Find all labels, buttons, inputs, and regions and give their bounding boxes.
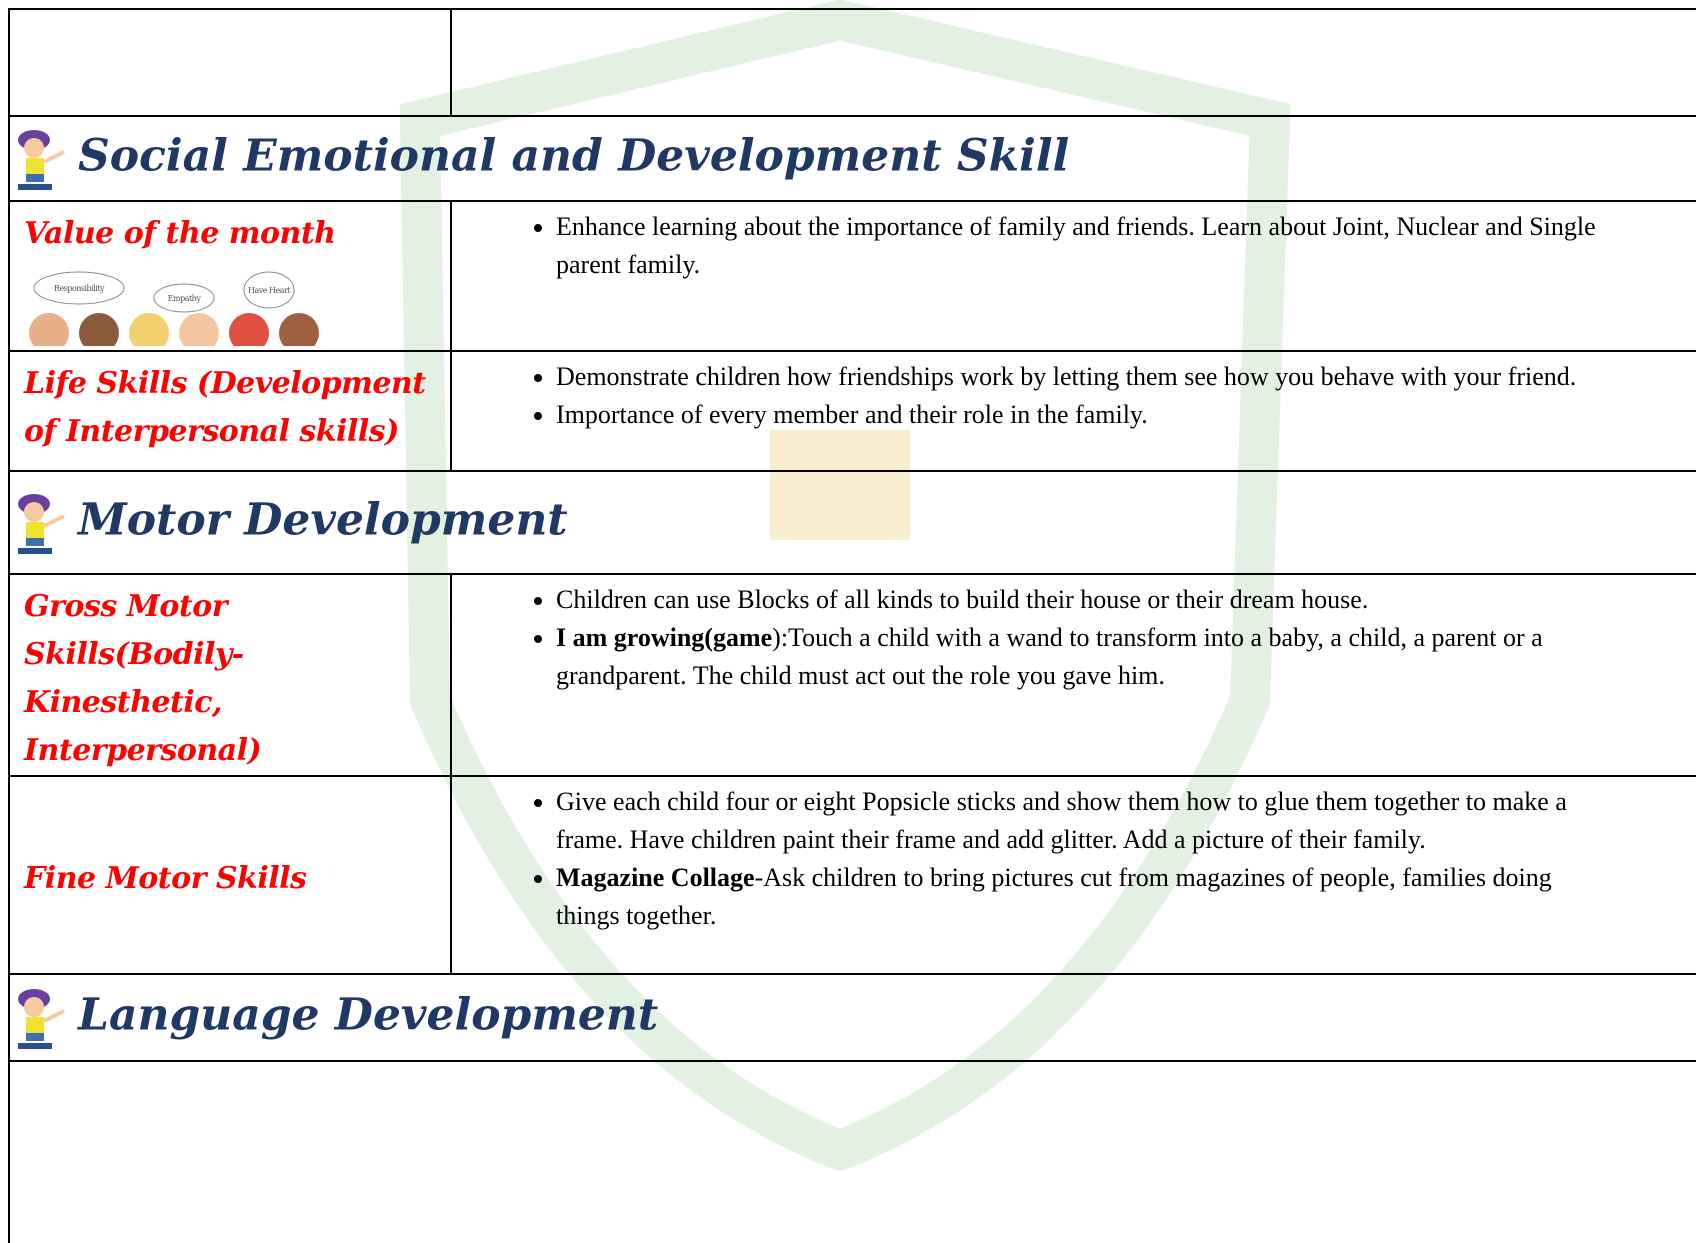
empty-row [8, 1060, 1696, 1243]
section-heading-cell: Language Development [8, 973, 1696, 1062]
section-row: Social Emotional and Development Skill [8, 115, 1696, 202]
bullet-item: Importance of every member and their rol… [556, 396, 1596, 434]
section-heading: Motor Development [78, 494, 568, 545]
bullet-text: Enhance learning about the importance of… [556, 212, 1596, 279]
bullet-item: I am growing(game):Touch a child with a … [556, 619, 1596, 695]
content-cell: Enhance learning about the importance of… [450, 200, 1696, 352]
bullet-text: Children can use Blocks of all kinds to … [556, 585, 1369, 614]
label-cell: Gross Motor Skills(Bodily-Kinesthetic, I… [8, 573, 452, 777]
plan-table: Social Emotional and Development Skill Va… [8, 8, 1696, 1243]
bullet-list: Children can use Blocks of all kinds to … [452, 581, 1696, 695]
bullet-item: Enhance learning about the importance of… [556, 208, 1596, 284]
bullet-item: Give each child four or eight Popsicle s… [556, 783, 1596, 859]
section-heading: Social Emotional and Development Skill [78, 130, 1070, 181]
skill-row: Value of the month Responsibility Empathy H… [8, 200, 1696, 352]
bullet-lead: I am growing(game [556, 623, 773, 652]
label-cell: Fine Motor Skills [8, 775, 452, 975]
empty-cell [8, 8, 452, 117]
content-cell: Give each child four or eight Popsicle s… [450, 775, 1696, 975]
section-heading-cell: Social Emotional and Development Skill [8, 115, 1696, 202]
bullet-item: Demonstrate children how friendships wor… [556, 358, 1596, 396]
skill-label: Value of the month [24, 216, 336, 251]
image-word: Have Heart [248, 286, 291, 295]
skill-label: Fine Motor Skills [24, 861, 307, 896]
skill-row: Life Skills (Development of Interpersona… [8, 350, 1696, 472]
bullet-item: Magazine Collage-Ask children to bring p… [556, 859, 1596, 935]
empty-cell [8, 1060, 1696, 1243]
bullet-list: Give each child four or eight Popsicle s… [452, 783, 1696, 935]
label-cell: Life Skills (Development of Interpersona… [8, 350, 452, 472]
kid-icon [18, 493, 65, 554]
skill-row: Gross Motor Skills(Bodily-Kinesthetic, I… [8, 573, 1696, 777]
label-cell: Value of the month Responsibility Empathy H… [8, 200, 452, 352]
content-cell: Children can use Blocks of all kinds to … [450, 573, 1696, 777]
empty-cell [450, 8, 1696, 117]
image-word: Responsibility [54, 284, 105, 293]
bullet-lead: Magazine Collage [556, 863, 755, 892]
bullet-text: -Ask children to bring pictures cut from… [556, 863, 1552, 930]
section-row: Language Development [8, 973, 1696, 1062]
content-cell: Demonstrate children how friendships wor… [450, 350, 1696, 472]
bullet-text: ):Touch a child with a wand to transform… [556, 623, 1543, 690]
bullet-list: Demonstrate children how friendships wor… [452, 358, 1696, 434]
skill-label: Life Skills (Development of Interpersona… [24, 366, 426, 449]
section-heading-cell: Motor Development [8, 470, 1696, 575]
bullet-text: Demonstrate children how friendships wor… [556, 362, 1577, 391]
bullet-item: Children can use Blocks of all kinds to … [556, 581, 1596, 619]
kid-icon [18, 129, 65, 190]
section-heading: Language Development [78, 989, 659, 1040]
bullet-text: Importance of every member and their rol… [556, 400, 1148, 429]
bullet-text: Give each child four or eight Popsicle s… [556, 787, 1567, 854]
section-row: Motor Development [8, 470, 1696, 575]
skill-label: Gross Motor Skills(Bodily-Kinesthetic, I… [24, 589, 262, 768]
kid-icon [18, 988, 65, 1049]
value-image: Responsibility Empathy Have Heart [29, 271, 319, 346]
bullet-list: Enhance learning about the importance of… [452, 208, 1696, 284]
skill-row: Fine Motor Skills Give each child four or… [8, 775, 1696, 975]
image-word: Empathy [168, 294, 202, 303]
